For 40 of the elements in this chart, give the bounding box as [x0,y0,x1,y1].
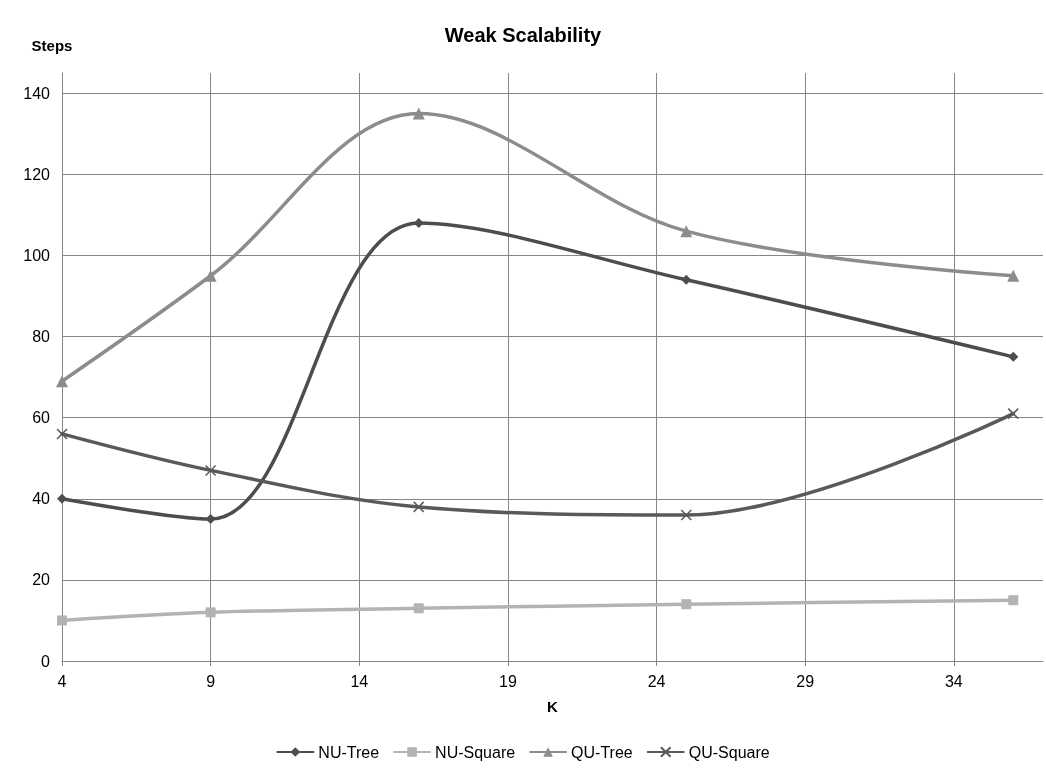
x-tick-label: 29 [796,672,815,690]
point [413,603,424,614]
y-tick-label: 40 [32,490,51,508]
x-tick-label: 19 [499,672,517,690]
point [681,599,692,610]
point [1007,407,1020,420]
point [680,509,693,521]
y-tick-label: 60 [32,409,51,427]
y-tick-label: 0 [41,652,51,670]
chart-title: Weak Scalability [444,24,603,46]
legend-label: QU-Tree [571,743,633,761]
legend-label: QU-Square [688,743,770,761]
x-tick-label: 9 [206,672,216,690]
point [1008,351,1019,362]
x-tick-label: 14 [350,672,369,690]
point [204,464,217,477]
y-tick-label: 100 [23,246,51,264]
point [205,607,216,618]
y-tick-label: 140 [23,84,51,102]
x-tick-label: 4 [57,672,67,690]
y-tick-label: 120 [23,165,51,183]
y-tick-label: 20 [32,571,51,589]
point [1007,269,1020,282]
point [680,225,693,238]
x-tick-label: 34 [944,672,963,690]
point [57,615,67,626]
x-tick-label: 24 [647,672,666,690]
point [412,501,425,513]
point [56,375,68,388]
legend-label: NU-Tree [318,743,380,761]
y-axis-title: Steps [31,37,73,54]
y-tick-label: 80 [32,328,51,346]
point [681,274,692,285]
point [412,107,425,120]
legend-label: NU-Square [435,743,516,761]
point [57,493,67,504]
x-axis-title: K [547,698,559,715]
point [1008,595,1019,606]
point [56,428,68,440]
point [204,269,217,282]
